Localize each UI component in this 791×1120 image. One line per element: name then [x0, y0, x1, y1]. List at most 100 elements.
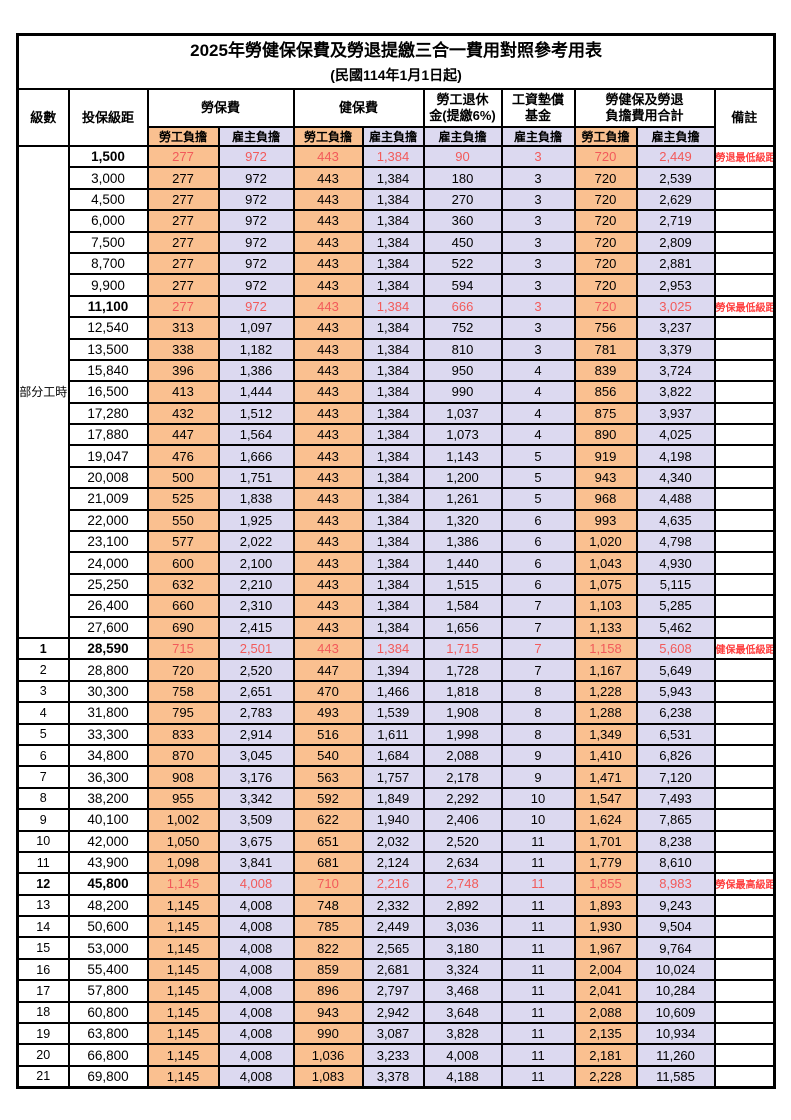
value-cell: 443 — [292, 487, 364, 511]
value-cell: 3 — [500, 273, 576, 297]
value-cell: 550 — [146, 508, 220, 533]
value-cell: 443 — [292, 401, 364, 426]
value-cell: 1,471 — [573, 765, 638, 789]
value-cell: 10,934 — [635, 1021, 716, 1046]
remark-cell — [713, 658, 776, 682]
bracket-cell: 25,250 — [67, 572, 149, 597]
value-cell: 896 — [292, 979, 364, 1003]
value-cell: 1,384 — [361, 273, 425, 297]
grade-cell: 3 — [16, 679, 70, 704]
value-cell: 1,384 — [361, 209, 425, 233]
value-cell: 277 — [146, 166, 220, 190]
value-cell: 5,649 — [635, 658, 716, 682]
value-cell: 4 — [500, 423, 576, 447]
bracket-cell: 33,300 — [67, 722, 149, 746]
value-cell: 1,998 — [422, 722, 503, 746]
value-cell: 1,200 — [422, 465, 503, 490]
table-row: 7,500 277 972 443 1,384 450 3 720 2,809 — [18, 230, 776, 254]
value-cell: 1,133 — [573, 615, 638, 640]
value-cell: 2,415 — [217, 615, 295, 640]
bracket-cell: 12,540 — [67, 316, 149, 340]
value-cell: 968 — [573, 487, 638, 511]
value-cell: 1,384 — [361, 294, 425, 319]
value-cell: 277 — [146, 273, 220, 297]
value-cell: 11 — [500, 1000, 576, 1025]
header-total-group: 勞健保及勞退 負擔費用合計 — [573, 88, 716, 128]
grade-cell: 4 — [16, 701, 70, 725]
subheader-labor-employer: 雇主負擔 — [217, 126, 295, 147]
table-row: 12 45,800 1,145 4,008 710 2,216 2,748 11 1,855 8,… — [16, 872, 776, 896]
value-cell: 443 — [292, 337, 364, 361]
remark-cell — [713, 551, 776, 575]
value-cell: 4,008 — [217, 1000, 295, 1025]
value-cell: 681 — [292, 850, 364, 875]
value-cell: 3 — [500, 294, 576, 319]
value-cell: 443 — [292, 294, 364, 319]
value-cell: 1,515 — [422, 572, 503, 597]
remark-cell — [713, 487, 776, 511]
table-row: 11,100 277 972 443 1,384 666 3 720 3,025 勞保最低級距 — [18, 294, 776, 319]
remark-cell — [713, 979, 776, 1003]
value-cell: 3,087 — [361, 1021, 425, 1046]
value-cell: 2,449 — [635, 144, 716, 169]
value-cell: 2,539 — [635, 166, 716, 190]
table-row: 19,047 476 1,666 443 1,384 1,143 5 919 4,198 — [18, 444, 776, 468]
remark-cell — [713, 508, 776, 533]
remark-cell — [713, 444, 776, 468]
value-cell: 592 — [292, 786, 364, 811]
table-row: 21,009 525 1,838 443 1,384 1,261 5 968 4,488 — [18, 487, 776, 511]
bracket-cell: 45,800 — [67, 872, 149, 896]
value-cell: 2,651 — [217, 679, 295, 704]
value-cell: 972 — [217, 294, 295, 319]
value-cell: 710 — [292, 872, 364, 896]
remark-cell — [713, 423, 776, 447]
value-cell: 3 — [500, 316, 576, 340]
value-cell: 4 — [500, 358, 576, 383]
table-row: 3,000 277 972 443 1,384 180 3 720 2,539 — [18, 166, 776, 190]
value-cell: 4,008 — [217, 915, 295, 939]
remark-cell — [713, 401, 776, 426]
value-cell: 313 — [146, 316, 220, 340]
value-cell: 1,384 — [361, 337, 425, 361]
value-cell: 8,983 — [635, 872, 716, 896]
value-cell: 443 — [292, 551, 364, 575]
remark-cell: 勞保最低級距 — [713, 294, 776, 319]
table-row: 13,500 338 1,182 443 1,384 810 3 781 3,379 — [18, 337, 776, 361]
header-bracket: 投保級距 — [67, 88, 149, 147]
table-row: 4 31,800 795 2,783 493 1,539 1,908 8 1,288 6,238 — [16, 701, 776, 725]
value-cell: 1,384 — [361, 508, 425, 533]
value-cell: 3,675 — [217, 829, 295, 853]
header-group-row: 級數 投保級距 勞保費 健保費 勞工退休 金(提繳6%) 工資墊償 基金 勞健保… — [16, 88, 776, 147]
value-cell: 8 — [500, 701, 576, 725]
value-cell: 7 — [500, 658, 576, 682]
value-cell: 2,332 — [361, 893, 425, 918]
value-cell: 781 — [573, 337, 638, 361]
remark-cell — [713, 209, 776, 233]
value-cell: 1,167 — [573, 658, 638, 682]
remark-cell — [713, 358, 776, 383]
value-cell: 1,098 — [146, 850, 220, 875]
value-cell: 3,176 — [217, 765, 295, 789]
value-cell: 1,349 — [573, 722, 638, 746]
table-row: 27,600 690 2,415 443 1,384 1,656 7 1,133 5,462 — [18, 615, 776, 640]
table-row: 20,008 500 1,751 443 1,384 1,200 5 943 4,340 — [18, 465, 776, 490]
bracket-cell: 28,800 — [67, 658, 149, 682]
value-cell: 1,083 — [292, 1064, 364, 1089]
page-subtitle: (民國114年1月1日起) — [330, 67, 462, 83]
header-sub-row: 勞工負擔 雇主負擔 勞工負擔 雇主負擔 雇主負擔 雇主負擔 勞工負擔 雇主負擔 — [18, 126, 775, 147]
bracket-cell: 50,600 — [67, 915, 149, 939]
value-cell: 5 — [500, 465, 576, 490]
value-cell: 4,008 — [217, 872, 295, 896]
value-cell: 3 — [500, 230, 576, 254]
value-cell: 443 — [292, 444, 364, 468]
value-cell: 2,022 — [217, 530, 295, 554]
value-cell: 443 — [292, 209, 364, 233]
value-cell: 4,008 — [217, 936, 295, 960]
value-cell: 1,410 — [573, 743, 638, 768]
value-cell: 1,384 — [361, 144, 425, 169]
grade-cell: 1 — [16, 636, 70, 661]
value-cell: 450 — [422, 230, 503, 254]
value-cell: 2,892 — [422, 893, 503, 918]
value-cell: 443 — [292, 594, 364, 618]
